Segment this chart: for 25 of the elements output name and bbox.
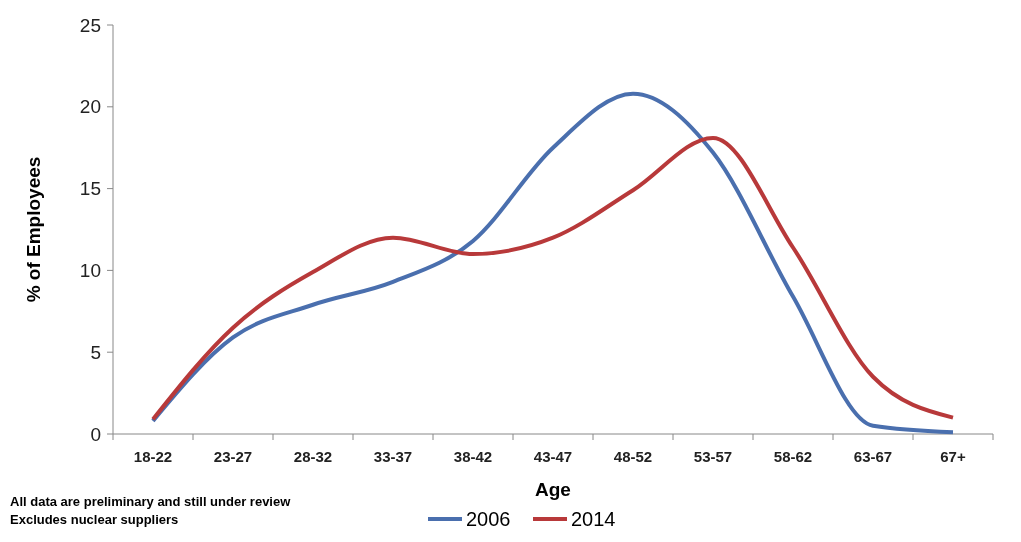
x-tick-label: 53-57	[693, 448, 733, 465]
x-tick-label: 67+	[940, 448, 966, 465]
x-axis-title: Age	[535, 479, 571, 500]
y-tick-label: 15	[79, 178, 101, 200]
x-tick-label: 48-52	[613, 448, 653, 465]
y-tick-label: 20	[79, 96, 101, 118]
y-tick-label: 0	[90, 423, 101, 445]
x-tick-label: 43-47	[533, 448, 573, 465]
line-series	[151, 91, 955, 435]
x-tick-label: 33-37	[373, 448, 413, 465]
y-tick-label: 25	[79, 14, 101, 36]
x-tick-label: 63-67	[853, 448, 893, 465]
y-tick-label: 5	[90, 341, 101, 363]
x-tick-label: 28-32	[293, 448, 333, 465]
text: All data are preliminary and still under review	[10, 494, 292, 509]
legend-label: 2006	[466, 508, 511, 530]
legend-label: 2014	[571, 508, 616, 530]
y-axis-title: % of Employees	[23, 156, 44, 303]
text: Excludes nuclear suppliers	[10, 512, 179, 527]
x-tick-label: 38-42	[453, 448, 493, 465]
x-tick-label: 23-27	[213, 448, 253, 465]
line-series	[151, 135, 955, 422]
x-tick-label: 58-62	[773, 448, 813, 465]
y-tick-label: 10	[79, 260, 101, 282]
x-tick-label: 18-22	[133, 448, 173, 465]
